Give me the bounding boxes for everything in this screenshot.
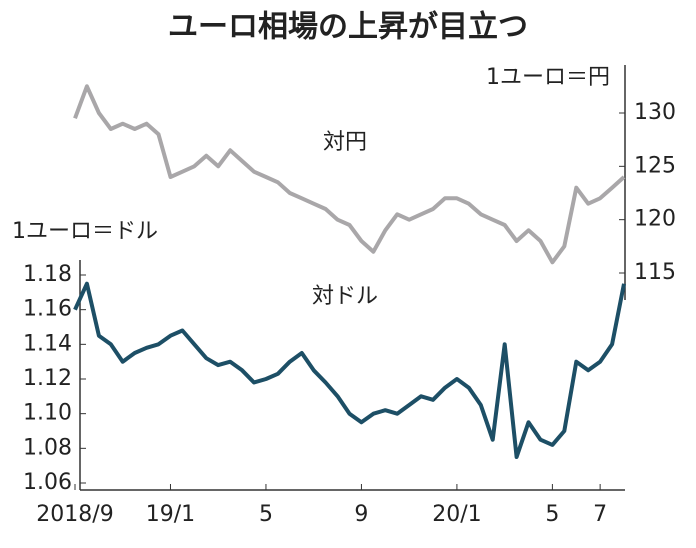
y2-tick-label: 115 xyxy=(634,260,676,285)
x-tick-label: 19/1 xyxy=(146,502,195,527)
y-axis-label: 1ユーロ＝ドル xyxy=(12,219,158,244)
y-tick-label: 1.10 xyxy=(23,401,72,426)
x-tick-label: 5 xyxy=(259,502,273,527)
chart-title: ユーロ相場の上昇が目立つ xyxy=(168,10,528,45)
x-tick-label: 5 xyxy=(545,502,559,527)
y-tick-label: 1.12 xyxy=(23,366,72,391)
y-tick-label: 1.18 xyxy=(23,262,72,287)
series-label: 対円 xyxy=(323,130,367,155)
y-tick-label: 1.14 xyxy=(23,331,72,356)
line-series xyxy=(73,281,626,459)
x-tick-label: 2018/9 xyxy=(36,502,113,527)
line-series xyxy=(73,84,626,265)
y2-tick-label: 125 xyxy=(634,153,676,178)
y2-tick-label: 130 xyxy=(634,100,676,125)
x-tick-label: 7 xyxy=(593,502,607,527)
x-tick-label: 9 xyxy=(354,502,368,527)
y2-tick-label: 120 xyxy=(634,207,676,232)
y-tick-label: 1.08 xyxy=(23,435,72,460)
x-tick-label: 20/1 xyxy=(432,502,481,527)
y-tick-label: 1.06 xyxy=(23,470,72,495)
y2-axis-label: 1ユーロ＝円 xyxy=(486,65,610,90)
series-label: 対ドル xyxy=(312,284,378,309)
y-tick-label: 1.16 xyxy=(23,297,72,322)
